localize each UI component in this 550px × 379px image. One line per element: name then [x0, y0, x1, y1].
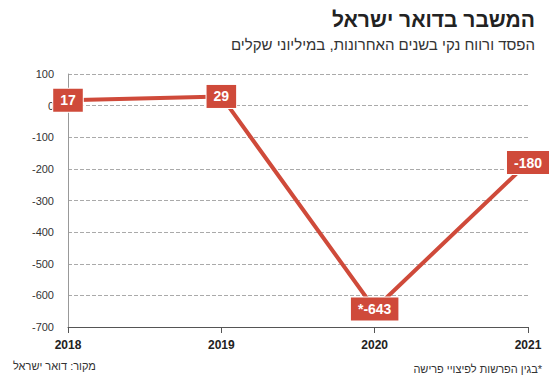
svg-text:מקור: דואר ישראל: מקור: דואר ישראל	[13, 360, 96, 372]
svg-text:29: 29	[214, 88, 230, 104]
svg-text:*-643: *-643	[358, 301, 392, 317]
svg-text:2020: 2020	[361, 338, 388, 352]
svg-text:-300: -300	[32, 195, 54, 207]
svg-text:2018: 2018	[55, 338, 82, 352]
html-text:*בגין הפרשות לפיצויי פרישה: *בגין הפרשות לפיצויי פרישה	[413, 363, 542, 375]
svg-text:-400: -400	[32, 226, 54, 238]
svg-text:2019: 2019	[208, 338, 235, 352]
svg-text:2021: 2021	[515, 338, 542, 352]
svg-text:17: 17	[60, 92, 76, 108]
svg-text:100: 100	[36, 68, 54, 80]
svg-text:המשבר בדואר ישראל: המשבר בדואר ישראל	[332, 8, 535, 31]
svg-text:-500: -500	[32, 258, 54, 270]
svg-text:-180: -180	[514, 155, 542, 171]
svg-text:0: 0	[47, 99, 54, 112]
svg-text:-200: -200	[32, 163, 54, 175]
svg-text:-700: -700	[32, 321, 54, 333]
svg-text:-100: -100	[32, 131, 54, 143]
svg-text:הפסד ורווח נקי בשנים האחרונות,: הפסד ורווח נקי בשנים האחרונות, במיליוני …	[231, 36, 535, 53]
svg-text:-600: -600	[32, 289, 54, 301]
